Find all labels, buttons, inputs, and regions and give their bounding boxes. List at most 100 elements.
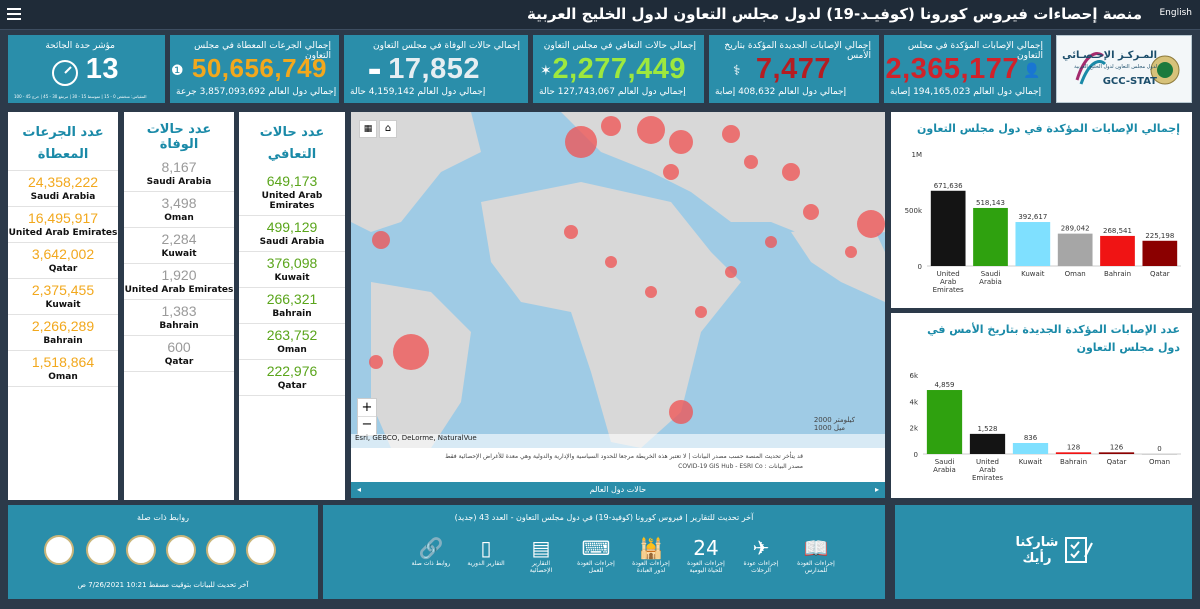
recovered-list-country: Oman — [277, 345, 307, 355]
case-bubble[interactable] — [722, 125, 740, 143]
vaccines-list-value: 16,495,917 — [27, 210, 99, 226]
bar-qatar[interactable] — [1098, 452, 1135, 454]
x-tick-label: Arab — [940, 278, 957, 286]
bar-oman[interactable] — [1141, 454, 1178, 455]
case-bubble[interactable] — [725, 266, 737, 278]
share-label: شاركنا رأيك — [1015, 535, 1059, 566]
saudi-seal-icon[interactable] — [166, 535, 196, 565]
report-title[interactable]: آخر تحديث للتقارير | فيروس كورونا (كوفيد… — [454, 513, 754, 522]
bahrain-seal-icon[interactable] — [206, 535, 236, 565]
case-bubble[interactable] — [845, 246, 857, 258]
bar-kuwait[interactable] — [1015, 222, 1051, 266]
case-bubble[interactable] — [803, 204, 819, 220]
deaths-list-country: Qatar — [164, 357, 194, 367]
kuwait-seal-icon[interactable] — [44, 535, 74, 565]
case-bubble[interactable] — [695, 306, 707, 318]
case-bubble[interactable] — [369, 355, 383, 369]
case-bubble[interactable] — [744, 155, 758, 169]
oman-seal-icon[interactable] — [126, 535, 156, 565]
home-icon[interactable]: ⌂ — [379, 120, 397, 138]
bar-data-label: 836 — [1024, 434, 1038, 442]
map-next-arrow[interactable]: ▸ — [874, 485, 879, 494]
world-map[interactable]: ▦ ⌂ + − 2000 كيلومتر 1000 ميل Esri, GEBCO… — [351, 112, 885, 498]
deaths-list-item: 1,920 United Arab Emirates — [124, 264, 234, 300]
bar-qatar[interactable] — [1142, 240, 1178, 266]
vaccines-list-item: 1,518,864 Oman — [8, 351, 118, 387]
case-bubble[interactable] — [765, 236, 777, 248]
daily-life-link[interactable]: 24 إجراءات العودة للحياة اليومية — [686, 536, 726, 574]
last-update: آخر تحديث للبيانات بتوقيت مسقط 10:21 7/2… — [77, 581, 249, 589]
bar-saudi-arabia[interactable] — [973, 207, 1008, 266]
x-tick-label: Arabia — [979, 278, 1002, 286]
flights-link[interactable]: ✈ إجراءات عودة الرحلات — [741, 536, 781, 574]
recovered-list-item: 222,976 Qatar — [239, 360, 345, 396]
x-tick-label: Bahrain — [1060, 458, 1087, 466]
case-bubble[interactable] — [857, 210, 885, 238]
bar-united-arab-emirates[interactable] — [969, 433, 1006, 454]
links-title: روابط ذات صلة — [137, 513, 189, 522]
logo-org-en: GCC-STAT — [1102, 76, 1157, 87]
links-link[interactable]: 🔗 روابط ذات صلة — [411, 536, 451, 567]
case-bubble[interactable] — [669, 130, 693, 154]
kpi-vaccines-value: 50,656,749 — [191, 53, 327, 83]
bar-saudi-arabia[interactable] — [926, 390, 963, 454]
kpi-new-value: 7,477 — [755, 53, 831, 85]
kpi-severity-sub: المقياس: منخفض 0 - 15 | متوسط 15 - 30 | … — [14, 94, 147, 99]
zoom-in-button[interactable]: + — [358, 399, 376, 417]
case-bubble[interactable] — [393, 334, 429, 370]
case-bubble[interactable] — [605, 256, 617, 268]
stats-reports-link[interactable]: ▤ التقارير الإحصائية — [521, 536, 561, 574]
english-link[interactable]: English — [1159, 8, 1193, 18]
bar-bahrain[interactable] — [1100, 235, 1135, 266]
schools-link[interactable]: 📖 إجراءات العودة للمدارس — [796, 536, 836, 574]
chart2-title: عدد الإصابات المؤكدة الجديدة بتاريخ الأم… — [927, 323, 1180, 354]
chart1-title: إجمالي الإصابات المؤكدة في دول مجلس التع… — [917, 122, 1180, 135]
case-bubble[interactable] — [372, 231, 390, 249]
deaths-list-value: 2,284 — [161, 231, 197, 247]
y-tick-label: 6k — [909, 372, 918, 380]
deaths-list-country: Kuwait — [161, 249, 197, 259]
zoom-out-button[interactable]: − — [361, 417, 373, 432]
deaths-list-country: Bahrain — [159, 321, 199, 331]
worship-return-link[interactable]: 🕌 إجراءات العودة لدور العبادة — [631, 536, 671, 574]
work-return-link[interactable]: ⌨ إجراءات العودة للعمل — [576, 536, 616, 574]
bar-united-arab-emirates[interactable] — [930, 190, 966, 266]
y-tick-label: 500k — [905, 207, 923, 215]
deaths-list-item: 1,383 Bahrain — [124, 300, 234, 336]
x-tick-label: Oman — [1065, 270, 1086, 278]
case-bubble[interactable] — [645, 286, 657, 298]
stethoscope-icon: ⚕ — [733, 63, 741, 79]
bar-data-label: 289,042 — [1061, 225, 1090, 233]
uae-seal-icon[interactable] — [246, 535, 276, 565]
vaccines-list-title: عدد الجرعات المعطاة — [8, 112, 118, 171]
menu-icon[interactable] — [7, 8, 21, 20]
case-bubble[interactable] — [669, 400, 693, 424]
feedback-panel[interactable]: شاركنا رأيك — [895, 505, 1192, 599]
map-prev-arrow[interactable]: ◂ — [357, 485, 362, 494]
recovered-list-item: 499,129 Saudi Arabia — [239, 216, 345, 252]
bar-kuwait[interactable] — [1012, 442, 1049, 454]
work-return-icon: ⌨ — [581, 536, 611, 560]
case-bubble[interactable] — [637, 116, 665, 144]
recovered-list-item: 266,321 Bahrain — [239, 288, 345, 324]
case-bubble[interactable] — [601, 116, 621, 136]
case-bubble[interactable] — [782, 163, 800, 181]
recovered-list-item: 263,752 Oman — [239, 324, 345, 360]
bar-data-label: 392,617 — [1018, 213, 1047, 221]
case-bubble[interactable] — [564, 225, 578, 239]
kpi-new-sub: إجمالي دول العالم 408,632 إصابة — [715, 87, 847, 97]
case-bubble[interactable] — [663, 164, 679, 180]
feedback-icon — [1063, 535, 1093, 565]
bar-bahrain[interactable] — [1055, 452, 1092, 454]
kpi-vaccines-sub: إجمالي دول العالم 3,857,093,692 جرعة — [176, 87, 337, 97]
deaths-list-item: 600 Qatar — [124, 336, 234, 372]
bar-oman[interactable] — [1057, 233, 1093, 266]
related-links-panel: روابط ذات صلة آخر تحديث للبيانات بتوقيت … — [8, 505, 318, 599]
case-bubble[interactable] — [565, 126, 597, 158]
deaths-list-value: 8,167 — [161, 159, 197, 175]
qr-icon[interactable]: ▦ — [359, 120, 377, 138]
reports-link[interactable]: ▯ التقارير الدورية — [466, 536, 506, 567]
x-tick-label: Bahrain — [1104, 270, 1131, 278]
qatar-seal-icon[interactable] — [86, 535, 116, 565]
